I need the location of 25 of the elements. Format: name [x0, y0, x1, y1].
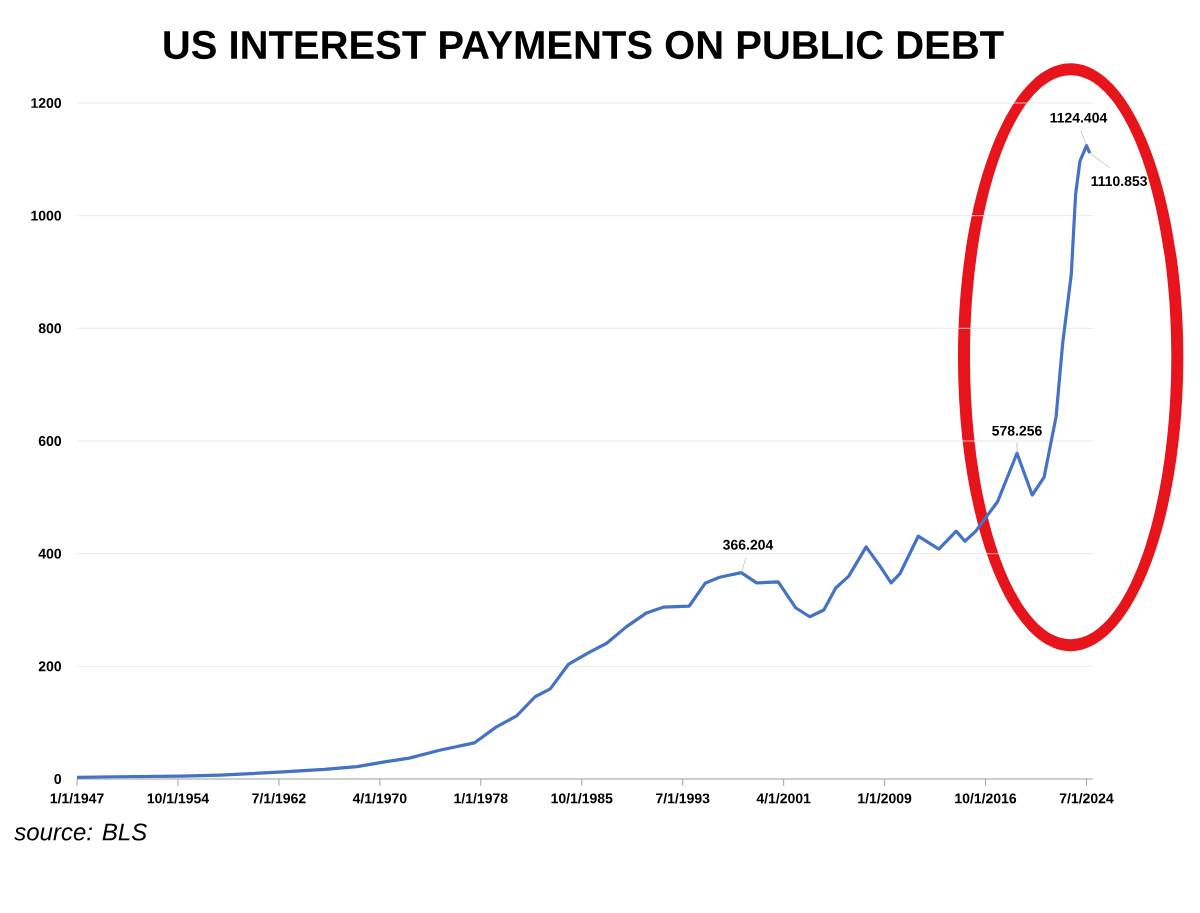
annotation: 1110.853	[1091, 176, 1147, 187]
x-tick-label: 7/1/1962	[252, 793, 306, 804]
y-tick-label: 1000	[31, 210, 62, 221]
x-tick-label: 4/1/2001	[756, 793, 811, 804]
x-tick-label: 4/1/1970	[352, 793, 407, 804]
x-tick-label: 10/1/1954	[147, 793, 209, 804]
y-tick-label: 0	[54, 774, 62, 784]
x-tick-label: 10/1/2016	[955, 793, 1017, 804]
y-tick-label: 800	[38, 323, 62, 334]
source-note: source: BLS	[14, 823, 147, 841]
line-series	[75, 143, 1092, 779]
x-tick-label: 1/1/1978	[454, 793, 508, 804]
annotation: 1124.404	[1050, 112, 1108, 123]
annotation: 366.204	[722, 539, 774, 550]
x-tick-label: 10/1/1985	[551, 793, 613, 804]
y-tick-label: 200	[38, 661, 62, 672]
x-tick-label: 7/1/1993	[656, 793, 710, 804]
annotation: 578.256	[992, 425, 1042, 436]
y-tick-label: 1200	[31, 98, 62, 108]
chart-title: US INTEREST PAYMENTS ON PUBLIC DEBT	[164, 30, 1004, 60]
y-tick-label: 600	[38, 436, 62, 446]
y-tick-label: 400	[38, 548, 62, 559]
x-tick-label: 7/1/2024	[1059, 793, 1114, 804]
x-tick-label: 1/1/1947	[50, 793, 104, 804]
x-tick-label: 1/1/2009	[858, 793, 912, 804]
